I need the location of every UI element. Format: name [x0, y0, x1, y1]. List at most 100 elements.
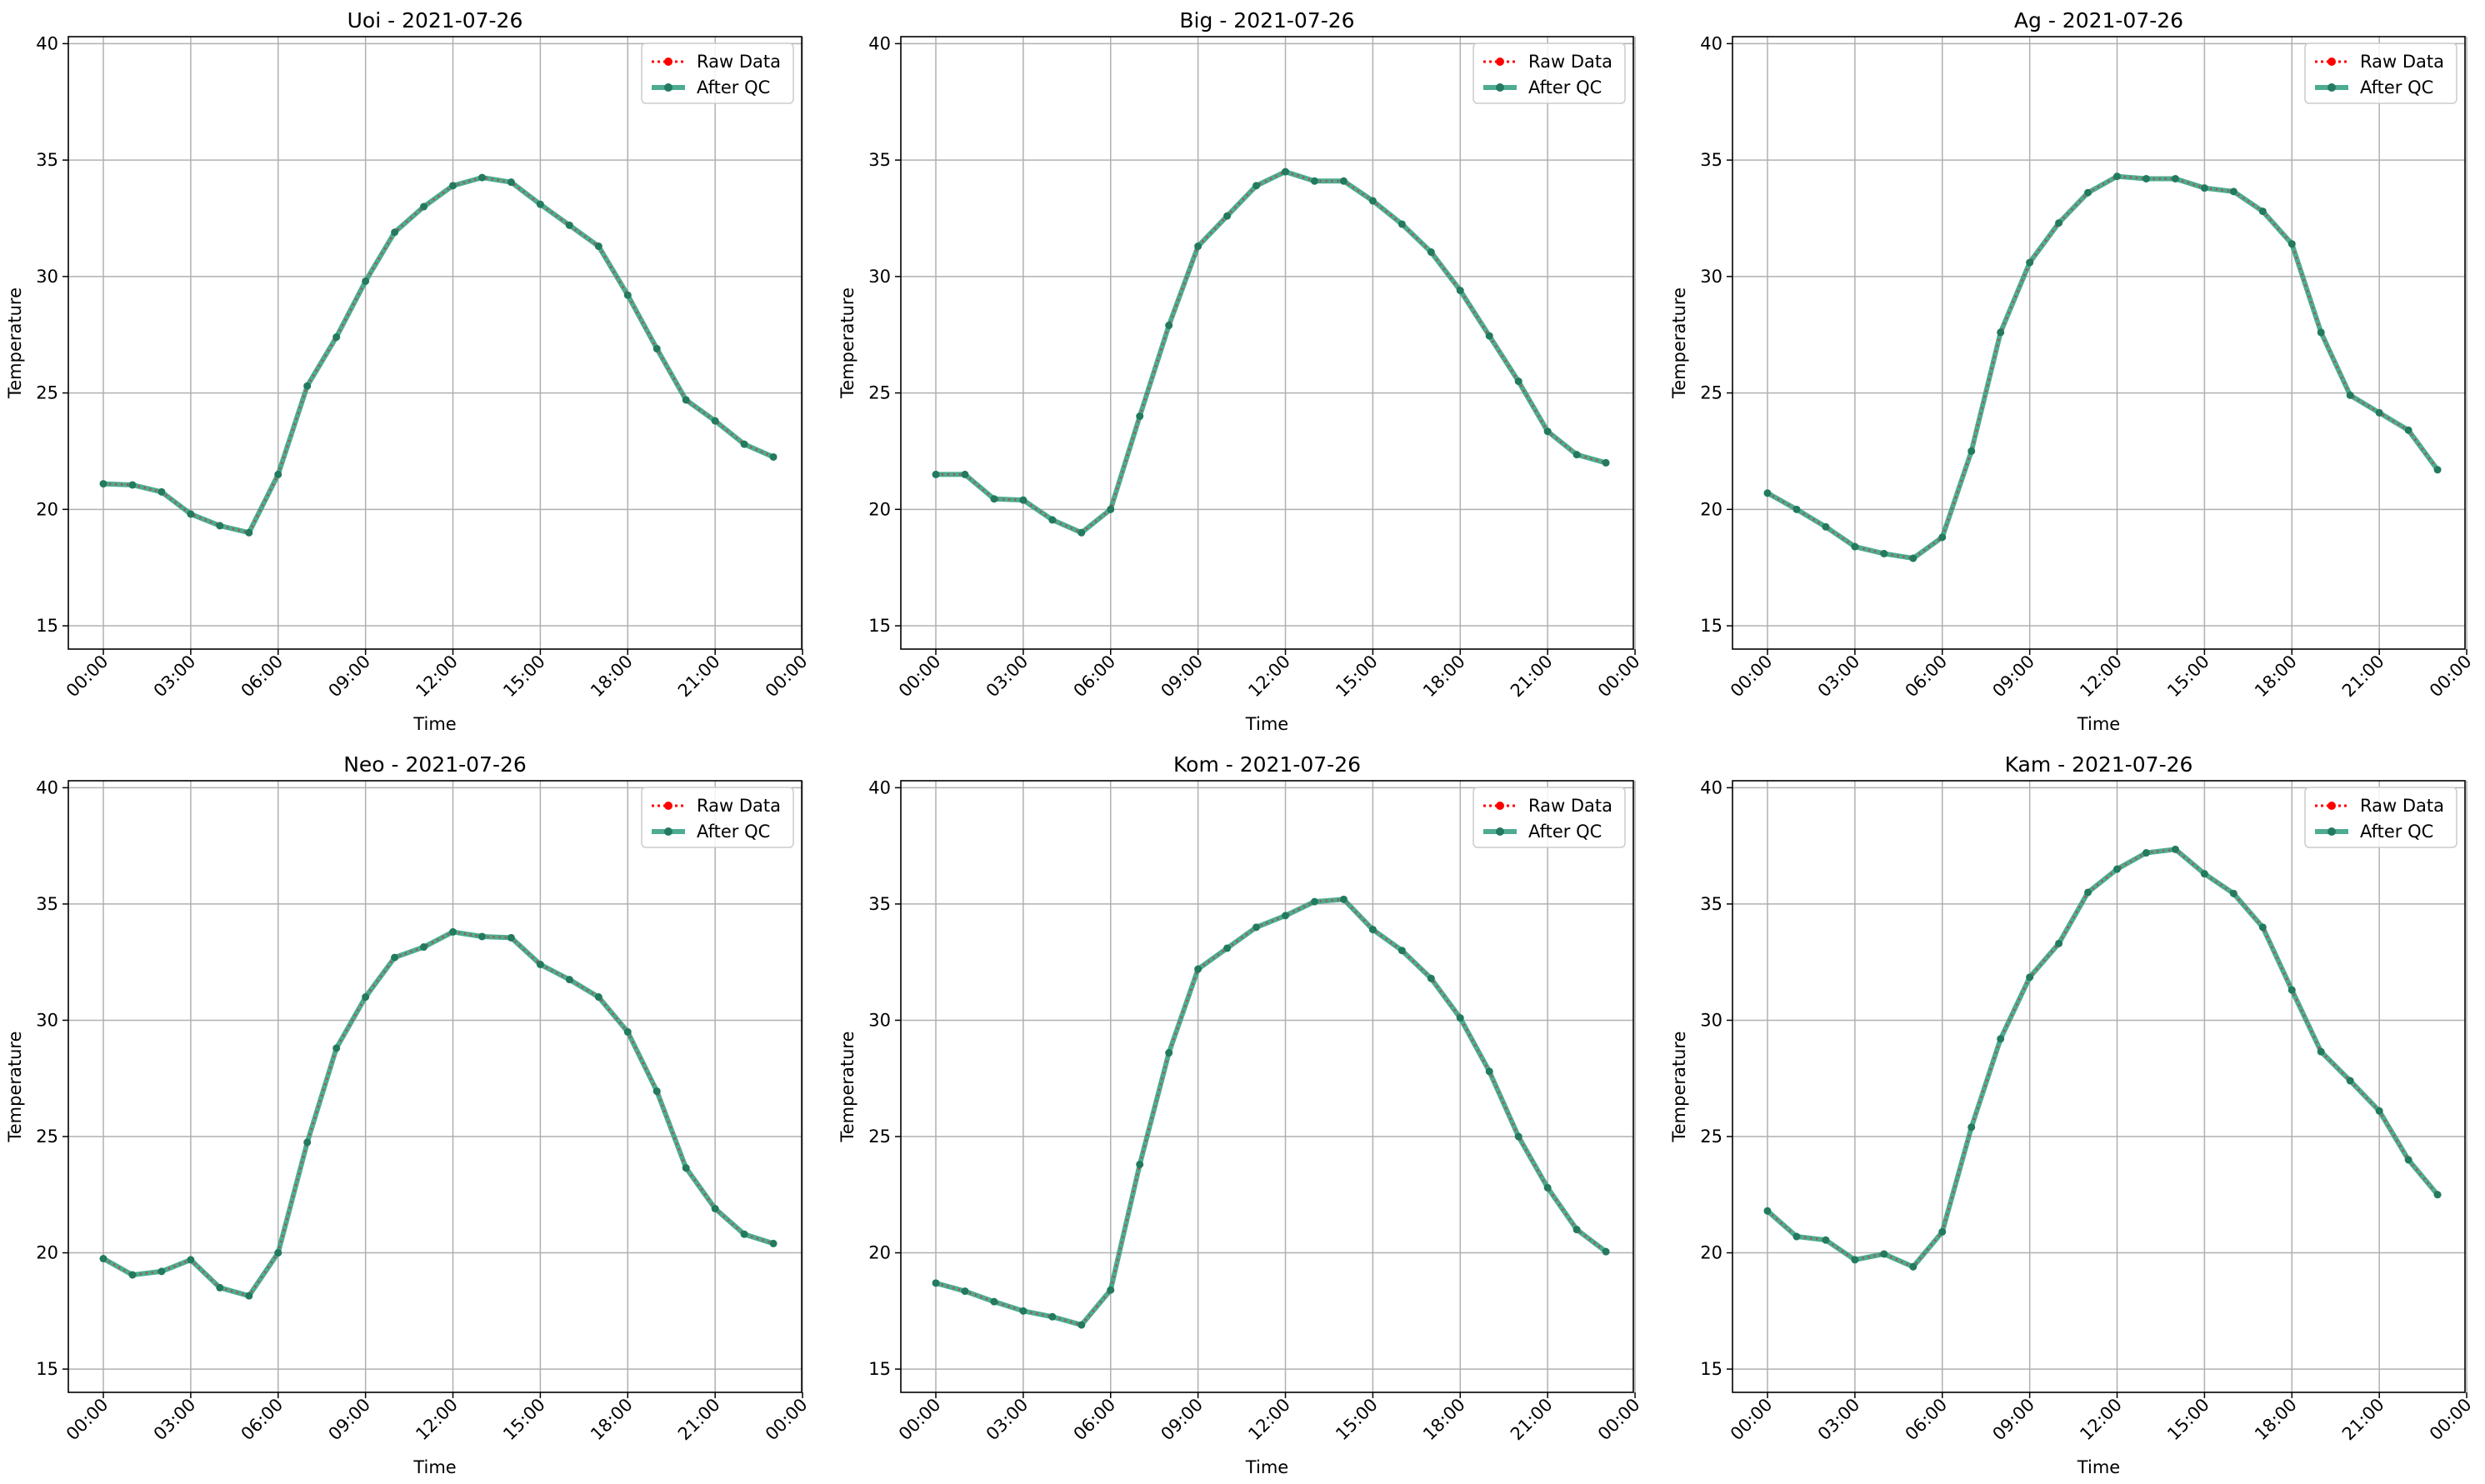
after-qc-point	[449, 182, 458, 190]
after-qc-point	[2026, 973, 2034, 982]
subplot-3: 15 20 25 30 35 40 00:00 03:00 06:00 09:00 12:00 15:…	[1669, 8, 2476, 734]
series-line-after-qc	[1765, 173, 2441, 562]
after-qc-point	[187, 1256, 195, 1264]
after-qc-point	[362, 277, 370, 285]
y-tick-label: 20	[36, 499, 58, 519]
x-tick-label: 06:00	[1070, 652, 1120, 702]
x-tick-label: 18:00	[587, 652, 637, 702]
after-qc-point	[2229, 889, 2238, 897]
y-tick-label: 20	[1700, 499, 1722, 519]
x-tick-label: 00:00	[62, 652, 112, 702]
after-qc-point	[682, 1164, 690, 1172]
chart-title: Kam - 2021-07-26	[2005, 752, 2193, 777]
after-qc-point	[187, 510, 195, 518]
x-tick-label: 06:00	[238, 652, 288, 702]
legend-qc-marker	[2328, 83, 2336, 92]
y-tick-label: 25	[868, 383, 891, 403]
x-tick-label: 06:00	[238, 1395, 288, 1445]
x-tick-label: 00:00	[2426, 652, 2476, 702]
x-tick-label: 00:00	[762, 1395, 812, 1445]
after-qc-point	[682, 396, 690, 404]
y-tick-label: 15	[1700, 1359, 1722, 1379]
after-qc-point	[2084, 888, 2092, 897]
plot-frame	[1732, 780, 2466, 1393]
after-qc-point	[2171, 174, 2179, 182]
y-tick-label: 20	[868, 499, 891, 519]
after-qc-point	[1165, 322, 1173, 330]
after-qc-point	[2288, 240, 2296, 248]
series-line-after-qc	[933, 897, 1609, 1328]
after-qc-point	[1763, 489, 1772, 497]
subplot-5: 15 20 25 30 35 40 00:00 03:00 06:00 09:00 12:00 15:…	[838, 752, 1644, 1477]
after-qc-point	[158, 1267, 166, 1276]
after-qc-point	[1909, 1262, 1918, 1271]
series-line-after-qc	[101, 929, 777, 1299]
after-qc-point	[990, 495, 998, 503]
after-qc-point	[1398, 220, 1406, 228]
x-tick-label: 09:00	[324, 1395, 374, 1445]
after-qc-point	[1909, 554, 1918, 562]
x-axis-label: Time	[2077, 1457, 2120, 1477]
y-tick-label: 40	[1700, 33, 1722, 53]
y-tick-label: 25	[1700, 1127, 1722, 1147]
subplot-2: 15 20 25 30 35 40 00:00 03:00 06:00 09:00 12:00 15:…	[838, 8, 1644, 734]
after-qc-point	[1938, 1227, 1947, 1236]
after-qc-point	[1019, 1307, 1028, 1315]
x-tick-label: 12:00	[1244, 1395, 1294, 1445]
y-tick-label: 20	[868, 1243, 891, 1263]
legend-qc-label: After QC	[2360, 822, 2433, 842]
x-tick-label: 09:00	[1988, 1395, 2038, 1445]
after-qc-point	[652, 344, 661, 352]
x-tick-label: 03:00	[1814, 1395, 1864, 1445]
after-qc-point	[932, 470, 940, 478]
after-qc-point	[1252, 182, 1261, 190]
after-qc-point	[2142, 174, 2150, 182]
after-qc-point	[303, 1138, 312, 1147]
after-qc-point	[2026, 258, 2034, 267]
legend-raw-marker	[2328, 802, 2336, 810]
after-qc-point	[1514, 1132, 1522, 1141]
legend: Raw Data After QC	[2304, 787, 2458, 848]
after-qc-point	[1048, 516, 1057, 524]
legend-qc-marker	[664, 827, 672, 836]
legend-raw-marker	[2328, 57, 2336, 66]
after-qc-point	[2375, 1107, 2383, 1115]
x-tick-label: 15:00	[2163, 652, 2213, 702]
after-qc-point	[740, 440, 748, 448]
series-line-raw-data	[102, 176, 774, 534]
after-qc-point	[216, 1283, 224, 1292]
legend-raw-label: Raw Data	[697, 796, 781, 816]
x-tick-label: 12:00	[2076, 652, 2126, 702]
legend-raw-marker	[1496, 802, 1504, 810]
y-tick-label: 40	[36, 33, 58, 53]
after-qc-point	[99, 1255, 108, 1263]
x-tick-label: 00:00	[2426, 1395, 2476, 1445]
x-tick-label: 06:00	[1070, 1395, 1120, 1445]
x-tick-label: 00:00	[1727, 652, 1777, 702]
legend-qc-label: After QC	[697, 822, 770, 842]
after-qc-point	[99, 480, 108, 488]
after-qc-point	[1078, 528, 1086, 537]
y-tick-label: 30	[868, 1010, 891, 1030]
x-tick-label: 03:00	[1814, 652, 1864, 702]
chart-title: Uoi - 2021-07-26	[348, 8, 523, 32]
after-qc-point	[594, 993, 602, 1002]
after-qc-point	[623, 291, 632, 299]
x-tick-label: 21:00	[1507, 1395, 1557, 1445]
legend: Raw Data After QC	[1472, 787, 1626, 848]
y-tick-label: 15	[36, 1359, 58, 1379]
plot-frame	[68, 36, 802, 650]
after-qc-point	[711, 417, 719, 425]
y-tick-label: 30	[36, 1010, 58, 1030]
x-tick-label: 18:00	[1419, 652, 1469, 702]
y-tick-label: 35	[1700, 894, 1722, 914]
after-qc-point	[1968, 1123, 1976, 1132]
after-qc-point	[1310, 897, 1318, 906]
after-qc-point	[2258, 923, 2267, 932]
plot-frame	[1732, 36, 2466, 650]
after-qc-point	[1997, 328, 2005, 337]
legend-raw-marker	[664, 802, 672, 810]
y-tick-label: 35	[36, 894, 58, 914]
legend-qc-marker	[2328, 827, 2336, 836]
y-tick-label: 35	[36, 150, 58, 170]
